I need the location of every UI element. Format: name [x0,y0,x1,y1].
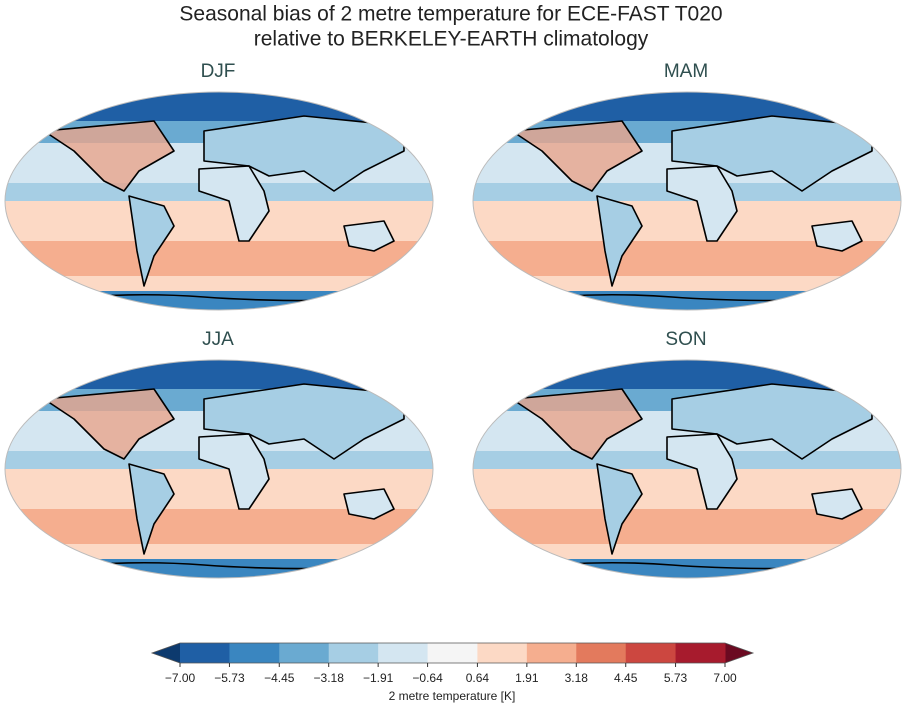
figure-subtitle: relative to BERKELEY-EARTH climatology [254,28,649,51]
colorbar-tick-label: −3.18 [314,671,345,685]
colorbar-bin [180,643,230,663]
colorbar-bin [279,643,330,663]
colorbar-bin [477,643,528,663]
map [4,359,434,579]
colorbar-label: 2 metre temperature [K] [389,689,516,703]
colorbar-bin [378,643,429,663]
colorbar-tick-label: 1.91 [515,671,539,685]
colorbar-bin [328,643,379,663]
colorbar-bin [625,643,677,663]
colorbar-tick-label: 5.73 [664,671,688,685]
panel-title: DJF [201,61,236,82]
colorbar-tick-label: 4.45 [614,671,638,685]
map [472,91,902,311]
panel-title: JJA [202,329,234,350]
colorbar-extend-high [725,643,753,663]
colorbar-tick-label: 3.18 [565,671,589,685]
map [472,359,902,579]
colorbar-bin [526,643,577,663]
map [4,91,434,311]
colorbar-tick-label: −1.91 [363,671,394,685]
colorbar-tick-label: −0.64 [412,671,443,685]
colorbar-tick-label: 0.64 [466,671,490,685]
colorbar-tick-label: −4.45 [264,671,295,685]
colorbar-tick-label: −7.00 [165,671,196,685]
colorbar-bin [675,643,726,663]
colorbar-extend-low [152,643,180,663]
colorbar-bin [229,643,280,663]
colorbar-bin [576,643,627,663]
colorbar-tick-label: 7.00 [713,671,737,685]
figure-title: Seasonal bias of 2 metre temperature for… [179,3,722,26]
colorbar-tick-label: −5.73 [214,671,245,685]
colorbar-bin [427,643,478,663]
panel-title: MAM [664,61,708,82]
panel-title: SON [665,329,706,350]
